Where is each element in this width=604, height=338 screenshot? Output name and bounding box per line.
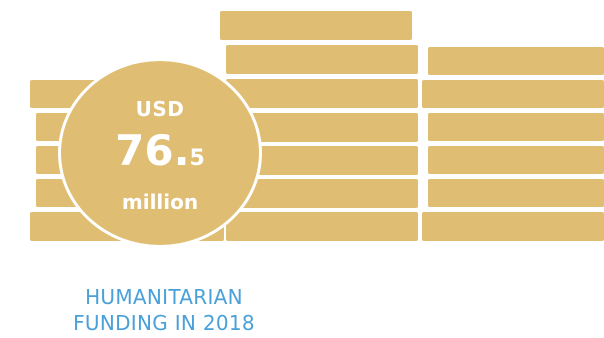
funding-amount: 76.5 (115, 123, 205, 188)
coin-stack-right-coin (428, 146, 604, 174)
coin-stack-middle-coin (226, 179, 418, 208)
coin-stack-right-coin (428, 47, 604, 75)
coin-stack-middle-coin (226, 212, 418, 241)
coin-stack-right-coin (428, 113, 604, 141)
coin-stack-middle-coin (226, 45, 418, 74)
coin-stack-middle-coin (220, 11, 412, 40)
amount-unit-label: million (121, 189, 199, 214)
funding-amount-badge: USD 76.5 million (58, 58, 262, 248)
funding-caption: HUMANITARIAN FUNDING IN 2018 (44, 284, 284, 336)
funding-amount-integer: 76. (115, 125, 190, 175)
coin-stack-right-coin (422, 212, 604, 241)
funding-amount-decimal: 5 (189, 145, 205, 171)
coin-stack-middle-coin (226, 79, 418, 108)
currency-label: USD (135, 96, 185, 121)
coin-stack-right-coin (428, 179, 604, 207)
caption-line-1: HUMANITARIAN (85, 285, 243, 309)
caption-line-2: FUNDING IN 2018 (73, 311, 255, 335)
coin-stack-right-coin (422, 80, 604, 108)
